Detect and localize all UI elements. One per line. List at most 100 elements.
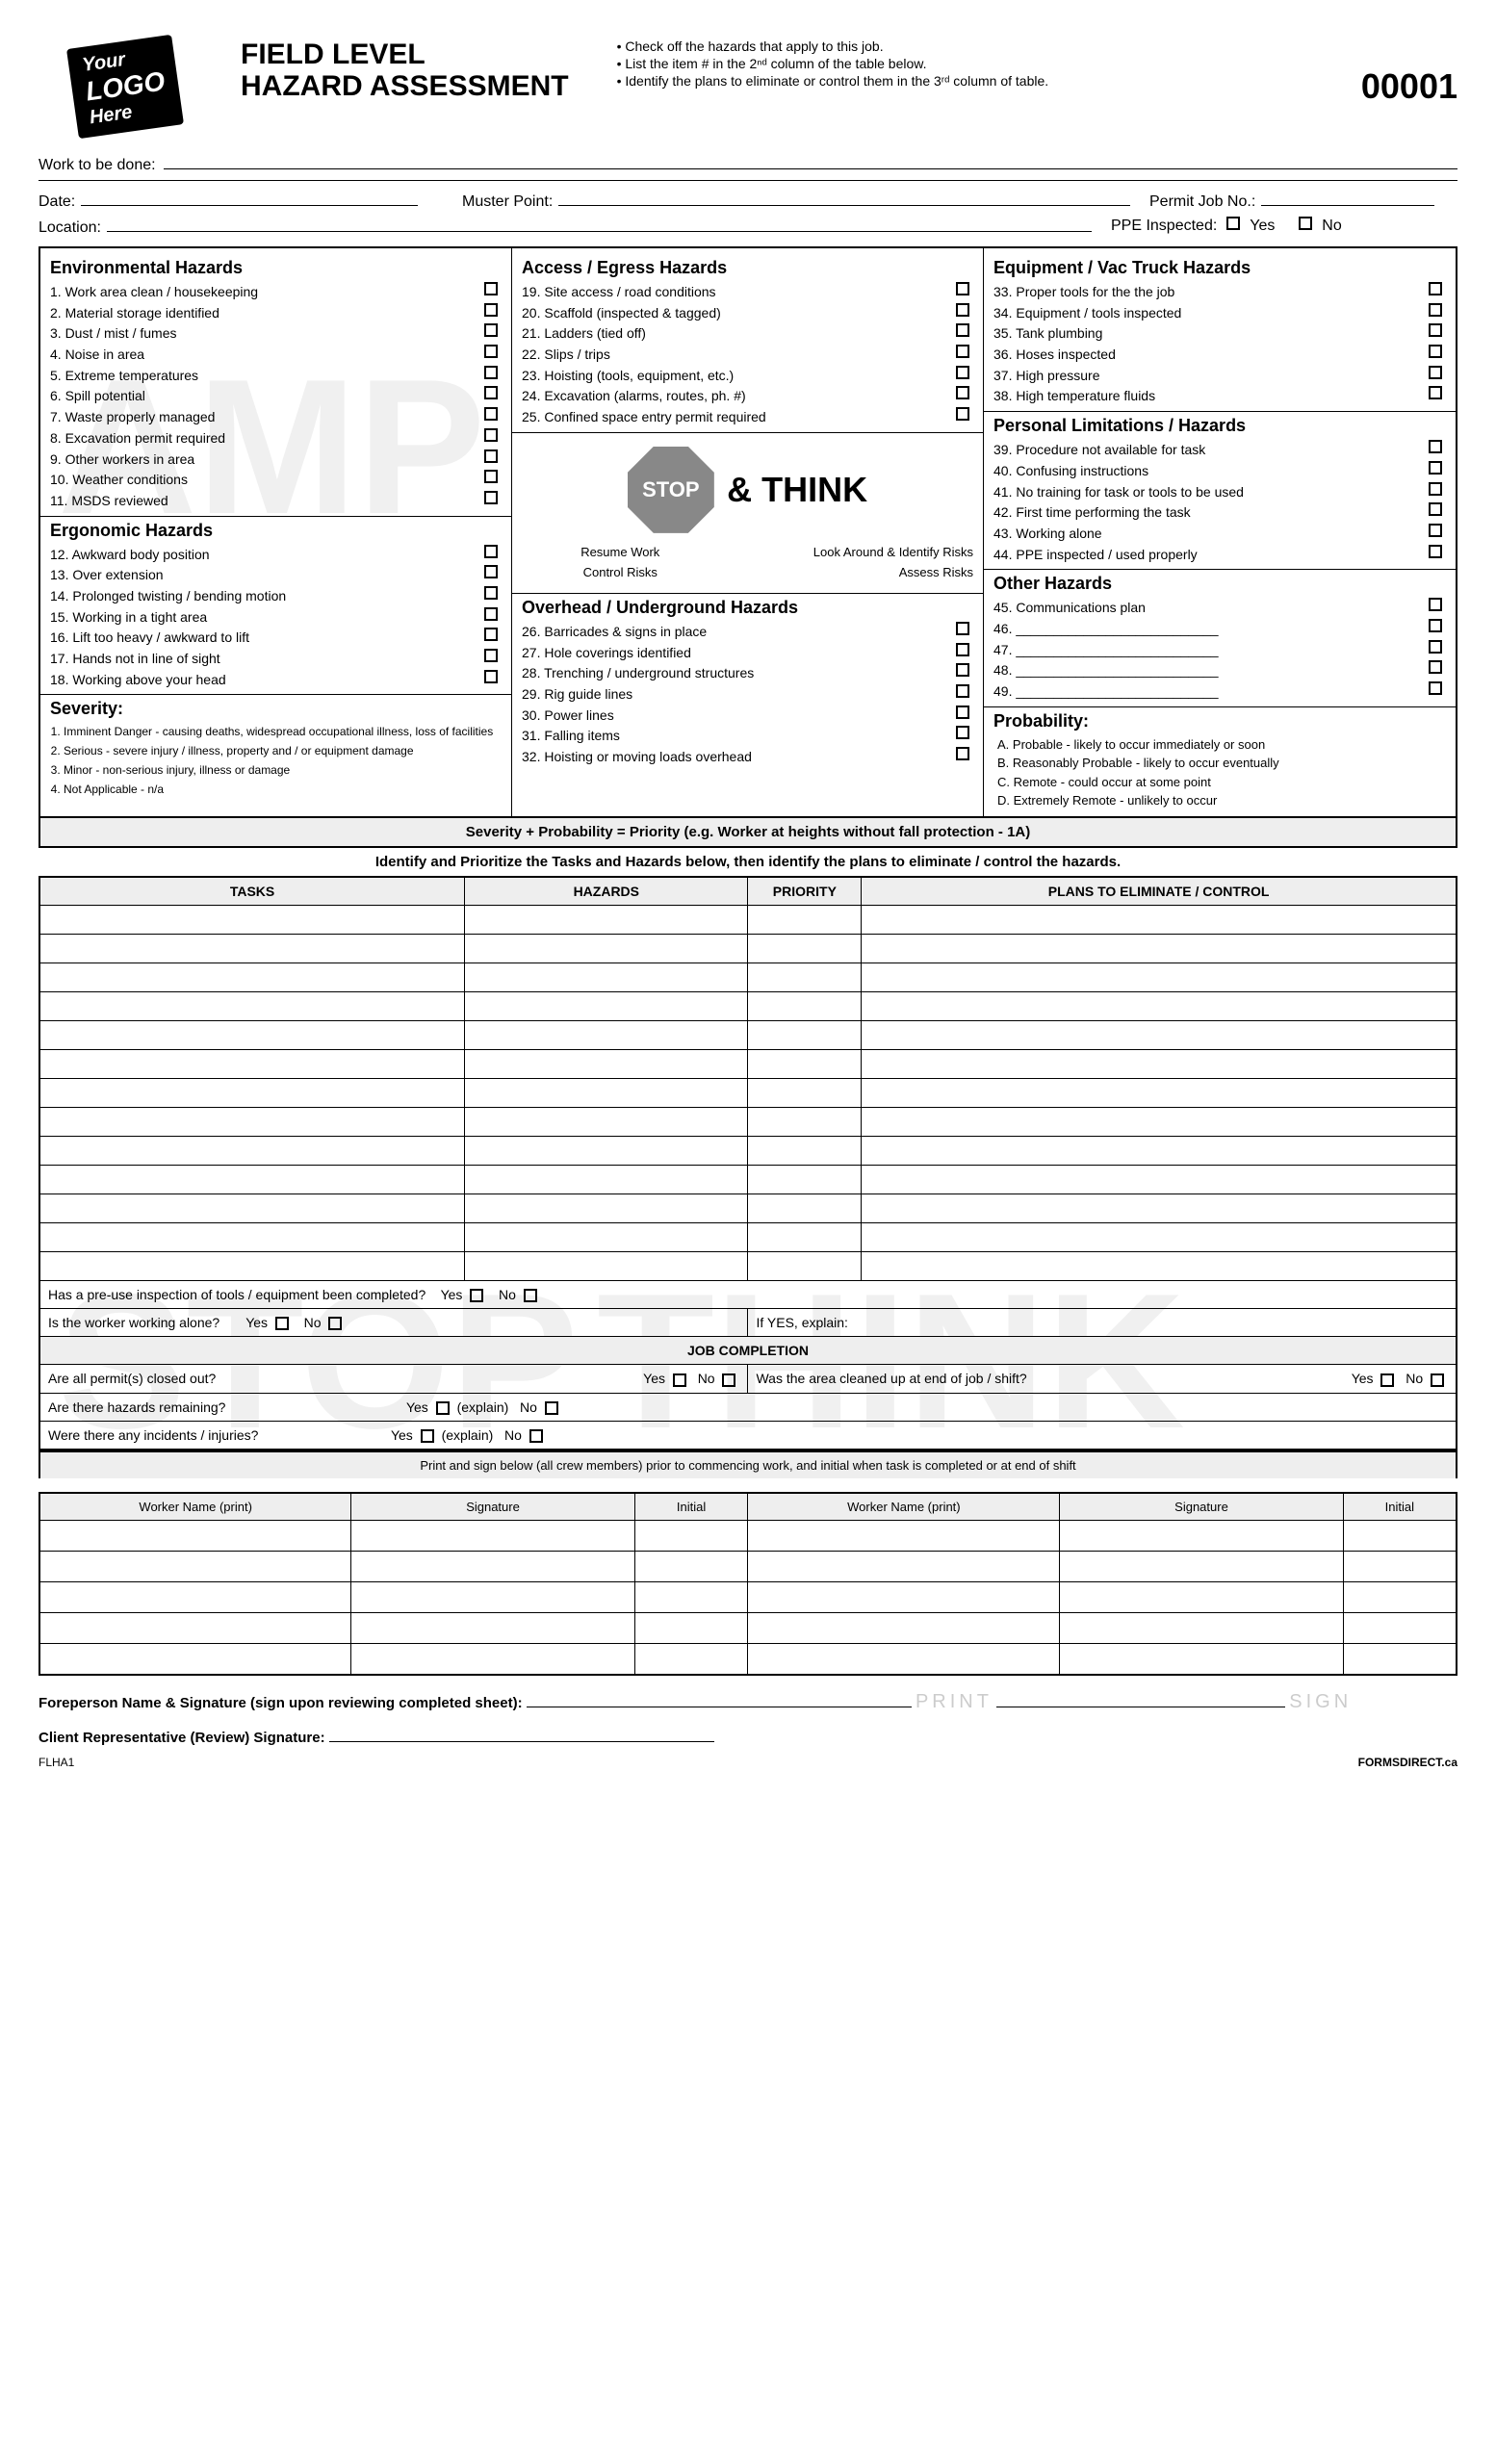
muster-input[interactable] xyxy=(558,191,1130,206)
env-checkbox[interactable] xyxy=(484,323,498,337)
task-row[interactable] xyxy=(39,1020,1457,1049)
personal-checkbox[interactable] xyxy=(1429,461,1442,475)
task-row[interactable] xyxy=(39,1078,1457,1107)
stop-sign-icon: STOP xyxy=(628,447,714,533)
ergo-checkbox[interactable] xyxy=(484,607,498,621)
foreperson-input[interactable] xyxy=(527,1694,912,1707)
env-checkbox[interactable] xyxy=(484,386,498,399)
alone-yes-checkbox[interactable] xyxy=(275,1317,289,1330)
sign-row[interactable] xyxy=(39,1521,1457,1552)
sign-row[interactable] xyxy=(39,1644,1457,1675)
equip-checkbox[interactable] xyxy=(1429,303,1442,317)
overhead-checkbox[interactable] xyxy=(956,726,969,739)
ergo-checkbox[interactable] xyxy=(484,628,498,641)
task-row[interactable] xyxy=(39,991,1457,1020)
task-row[interactable] xyxy=(39,1194,1457,1222)
location-input[interactable] xyxy=(107,217,1092,232)
overhead-checkbox[interactable] xyxy=(956,663,969,677)
work-input[interactable] xyxy=(164,154,1457,169)
personal-checkbox[interactable] xyxy=(1429,502,1442,516)
hazrem-yes-checkbox[interactable] xyxy=(436,1401,450,1415)
task-row[interactable] xyxy=(39,962,1457,991)
personal-checkbox[interactable] xyxy=(1429,545,1442,558)
other-checkbox[interactable] xyxy=(1429,619,1442,632)
permits-yes-checkbox[interactable] xyxy=(673,1373,686,1387)
hazrem-no-checkbox[interactable] xyxy=(545,1401,558,1415)
equip-checkbox[interactable] xyxy=(1429,366,1442,379)
incidents-yes-checkbox[interactable] xyxy=(421,1429,434,1443)
overhead-checkbox[interactable] xyxy=(956,747,969,760)
access-checkbox[interactable] xyxy=(956,282,969,295)
access-checkbox[interactable] xyxy=(956,386,969,399)
personal-checkbox[interactable] xyxy=(1429,440,1442,453)
equip-checkbox[interactable] xyxy=(1429,323,1442,337)
ergo-checkbox[interactable] xyxy=(484,545,498,558)
equip-title: Equipment / Vac Truck Hazards xyxy=(993,258,1446,278)
access-checkbox[interactable] xyxy=(956,323,969,337)
incidents-no-checkbox[interactable] xyxy=(529,1429,543,1443)
access-checkbox[interactable] xyxy=(956,366,969,379)
cleaned-yes-checkbox[interactable] xyxy=(1380,1373,1394,1387)
date-input[interactable] xyxy=(81,191,418,206)
other-checkbox[interactable] xyxy=(1429,660,1442,674)
ergo-checkbox[interactable] xyxy=(484,649,498,662)
equip-checkbox[interactable] xyxy=(1429,282,1442,295)
overhead-checkbox[interactable] xyxy=(956,622,969,635)
permits-no-checkbox[interactable] xyxy=(722,1373,735,1387)
preuse-no-checkbox[interactable] xyxy=(524,1289,537,1302)
ergo-checkbox[interactable] xyxy=(484,565,498,578)
equip-checkbox[interactable] xyxy=(1429,386,1442,399)
stop-think-graphic: STOP & THINK Resume Work Look Around & I… xyxy=(522,437,973,589)
env-checkbox[interactable] xyxy=(484,407,498,421)
personal-checkbox[interactable] xyxy=(1429,524,1442,537)
task-row[interactable] xyxy=(39,1136,1457,1165)
access-checkbox[interactable] xyxy=(956,345,969,358)
other-checkbox[interactable] xyxy=(1429,598,1442,611)
overhead-checkbox[interactable] xyxy=(956,706,969,719)
sign-row[interactable] xyxy=(39,1582,1457,1613)
env-checkbox[interactable] xyxy=(484,345,498,358)
env-item: 2. Material storage identified xyxy=(50,303,502,324)
preuse-yes-checkbox[interactable] xyxy=(470,1289,483,1302)
permit-input[interactable] xyxy=(1261,191,1434,206)
env-item: 10. Weather conditions xyxy=(50,470,502,491)
access-checkbox[interactable] xyxy=(956,303,969,317)
access-title: Access / Egress Hazards xyxy=(522,258,973,278)
equip-item: 37. High pressure xyxy=(993,366,1446,387)
ifyes-explain[interactable]: If YES, explain: xyxy=(748,1308,1457,1336)
ppe-yes-checkbox[interactable] xyxy=(1226,217,1240,230)
env-checkbox[interactable] xyxy=(484,366,498,379)
task-row[interactable] xyxy=(39,1049,1457,1078)
task-row[interactable] xyxy=(39,934,1457,962)
other-checkbox[interactable] xyxy=(1429,640,1442,654)
foreperson-sign-input[interactable] xyxy=(996,1694,1285,1707)
env-checkbox[interactable] xyxy=(484,303,498,317)
env-checkbox[interactable] xyxy=(484,449,498,463)
alone-no-checkbox[interactable] xyxy=(328,1317,342,1330)
overhead-checkbox[interactable] xyxy=(956,684,969,698)
cleaned-no-checkbox[interactable] xyxy=(1431,1373,1444,1387)
task-row[interactable] xyxy=(39,1165,1457,1194)
ergo-checkbox[interactable] xyxy=(484,670,498,683)
equip-checkbox[interactable] xyxy=(1429,345,1442,358)
personal-checkbox[interactable] xyxy=(1429,482,1442,496)
env-checkbox[interactable] xyxy=(484,491,498,504)
ppe-no-checkbox[interactable] xyxy=(1299,217,1312,230)
env-checkbox[interactable] xyxy=(484,428,498,442)
ergo-checkbox[interactable] xyxy=(484,586,498,600)
env-checkbox[interactable] xyxy=(484,470,498,483)
overhead-checkbox[interactable] xyxy=(956,643,969,656)
personal-item: 43. Working alone xyxy=(993,524,1446,545)
task-row[interactable] xyxy=(39,1222,1457,1251)
task-row[interactable] xyxy=(39,1107,1457,1136)
env-checkbox[interactable] xyxy=(484,282,498,295)
sign-row[interactable] xyxy=(39,1613,1457,1644)
client-rep-input[interactable] xyxy=(329,1729,714,1742)
sign-row[interactable] xyxy=(39,1552,1457,1582)
logo-text-3: Here xyxy=(88,101,133,128)
th-hazards: HAZARDS xyxy=(465,877,748,906)
access-checkbox[interactable] xyxy=(956,407,969,421)
other-checkbox[interactable] xyxy=(1429,681,1442,695)
task-row[interactable] xyxy=(39,1251,1457,1280)
task-row[interactable] xyxy=(39,905,1457,934)
